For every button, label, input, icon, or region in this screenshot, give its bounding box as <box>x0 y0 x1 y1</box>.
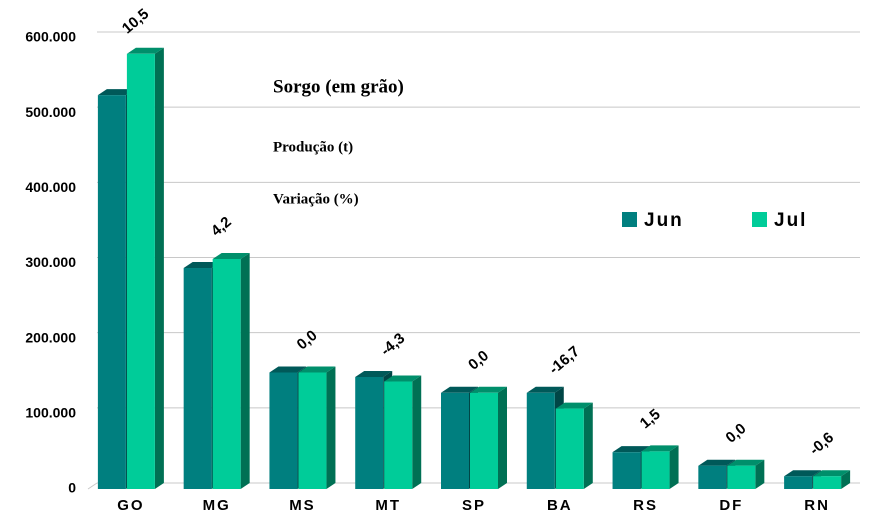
bar-top <box>470 386 507 393</box>
variation-label: 0,0 <box>465 347 492 373</box>
y-tick-label: 600.000 <box>25 29 76 45</box>
bar-top <box>612 446 650 453</box>
x-tick-label: MT <box>375 497 401 514</box>
x-tick-label: SP <box>462 497 486 514</box>
bar-side <box>412 375 422 489</box>
variation-label: -16,7 <box>546 343 583 378</box>
bar-side <box>154 47 164 489</box>
bar-front <box>355 377 384 489</box>
bar-front <box>183 268 212 489</box>
bar-front <box>470 392 498 489</box>
y-tick-label: 400.000 <box>25 179 76 195</box>
variation-label: 1,5 <box>637 406 664 432</box>
bar-front <box>555 408 584 489</box>
bar-top <box>555 402 593 409</box>
x-tick-label: DF <box>719 497 743 514</box>
variation-label: 0,0 <box>723 420 750 446</box>
bar-front <box>126 53 155 489</box>
y-tick-label: 200.000 <box>25 329 76 345</box>
bar-top <box>97 89 135 96</box>
bar-side <box>326 366 336 489</box>
x-tick-label: MG <box>203 497 231 514</box>
bar-front <box>612 452 641 489</box>
bar-top <box>183 262 221 269</box>
chart-subtitle: Produção (t) <box>273 139 353 155</box>
chart-title: Sorgo (em grão) <box>273 76 404 97</box>
bar-top <box>641 445 679 452</box>
bar-front <box>813 476 842 489</box>
variation-label: -4,3 <box>378 330 409 360</box>
y-tick-label: 300.000 <box>25 254 76 270</box>
bar-front <box>384 381 413 489</box>
bar-side <box>669 445 679 489</box>
bar <box>298 366 336 489</box>
y-tick-label: 100.000 <box>25 405 76 421</box>
x-tick-label: BA <box>547 497 573 514</box>
bar <box>555 402 593 489</box>
bar-side <box>755 459 765 489</box>
bar <box>384 375 422 489</box>
bar-top <box>384 375 422 382</box>
variation-label: 10,5 <box>119 5 152 37</box>
bar-top <box>212 252 250 259</box>
bar-side <box>841 470 851 489</box>
bar-front <box>212 258 241 489</box>
annotation: Variação (%) <box>273 191 359 207</box>
bar <box>470 386 507 489</box>
bar <box>126 47 164 489</box>
legend-label: Jun <box>644 210 684 231</box>
bar <box>212 252 250 489</box>
bar-top <box>269 366 307 373</box>
bar-front <box>526 392 555 489</box>
variation-label: -0,6 <box>806 429 837 459</box>
y-tick-label: 0 <box>68 480 76 496</box>
bar-top <box>441 386 478 393</box>
bar-top <box>526 386 564 393</box>
legend-swatch <box>622 212 637 227</box>
bar-top <box>784 470 822 477</box>
legend-label: Jul <box>774 210 807 231</box>
bar-top <box>126 47 164 54</box>
y-tick-label: 500.000 <box>25 104 76 120</box>
x-tick-label: RN <box>804 497 830 514</box>
bar-top <box>355 371 393 378</box>
bar-side <box>498 386 507 489</box>
bar-side <box>240 252 250 489</box>
bar-front <box>269 372 298 489</box>
variation-label: 4,2 <box>208 213 235 239</box>
bar-top <box>298 366 336 373</box>
bar-front <box>727 465 756 489</box>
bar-top <box>698 459 736 466</box>
bar-front <box>97 95 126 490</box>
variation-label: 0,0 <box>294 327 321 353</box>
axis-line <box>87 482 98 490</box>
x-tick-label: GO <box>117 497 144 514</box>
x-tick-label: RS <box>633 497 658 514</box>
bar-front <box>298 372 327 489</box>
bar-front <box>698 465 727 489</box>
bar <box>813 470 851 489</box>
bar-side <box>583 402 593 489</box>
bar-front <box>641 451 670 489</box>
bar-front <box>784 476 813 489</box>
bar-top <box>813 470 851 477</box>
bar <box>641 445 679 489</box>
bar-front <box>441 392 469 489</box>
x-tick-label: MS <box>289 497 316 514</box>
bar-top <box>727 459 765 466</box>
legend-swatch <box>752 212 767 227</box>
bar <box>727 459 765 489</box>
